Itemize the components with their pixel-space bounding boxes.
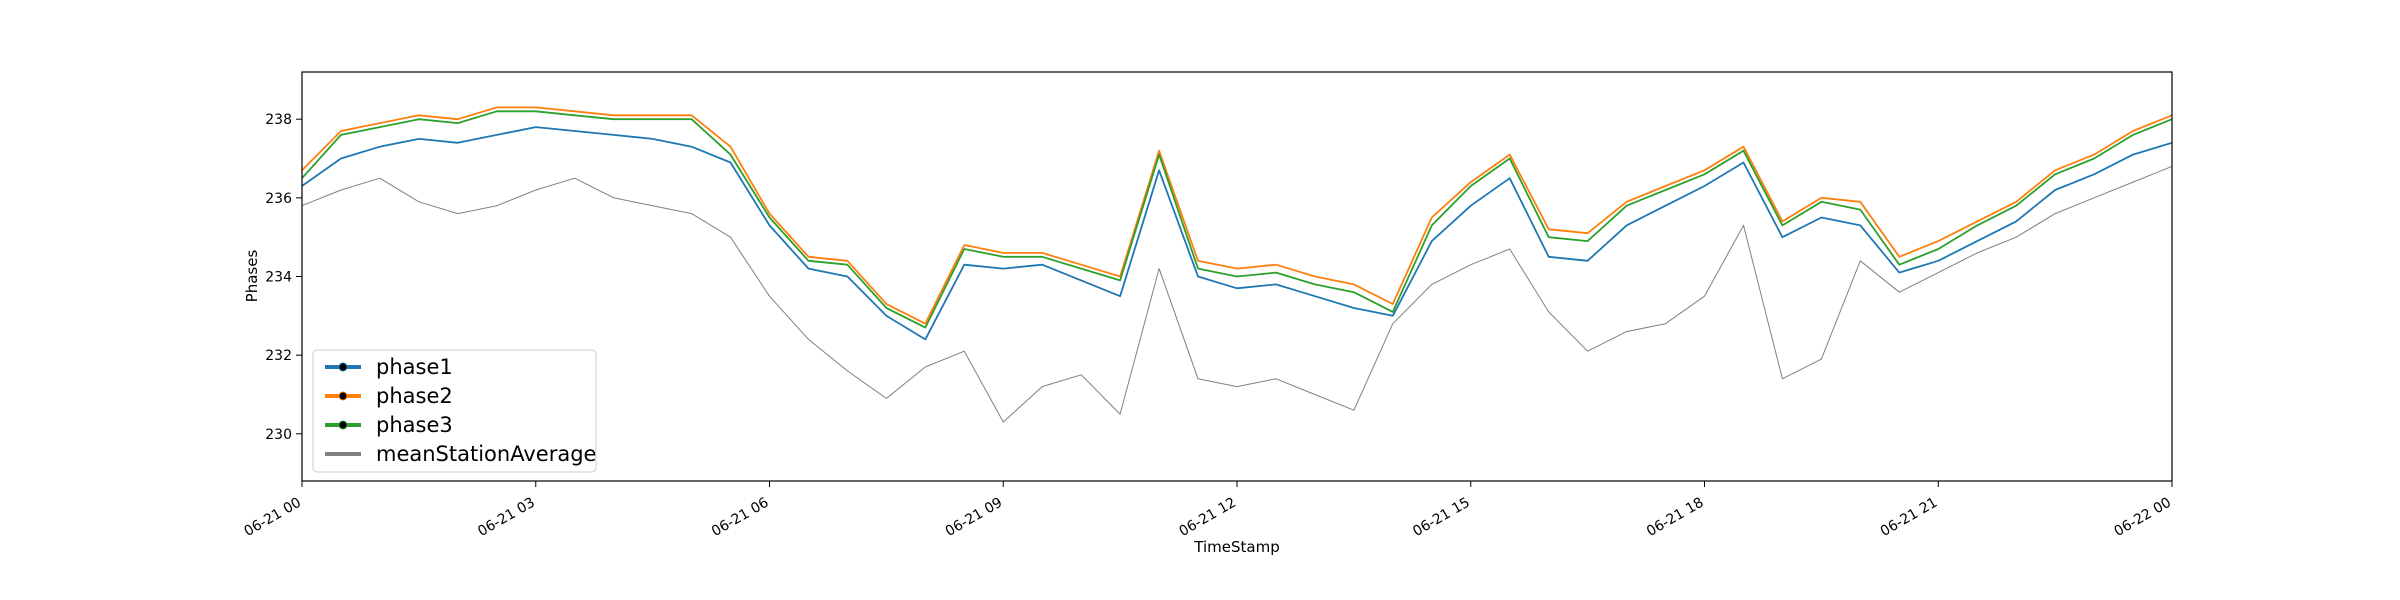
series-line-meanStationAverage [301, 165, 2173, 423]
x-tick-label: 06-21 15 [1410, 495, 1473, 540]
legend-label-phase2: phase2 [376, 384, 453, 408]
legend-box [312, 349, 597, 473]
y-tick-label: 236 [265, 191, 292, 207]
x-tick-label: 06-21 21 [1878, 495, 1941, 540]
x-tick-label: 06-21 09 [943, 495, 1006, 540]
x-tick-label: 06-21 18 [1644, 495, 1707, 540]
x-tick-label: 06-21 00 [241, 495, 304, 540]
series-layer [301, 106, 2173, 423]
series-line-phase3 [301, 110, 2173, 329]
x-axis: 06-21 00 06-21 03 06-21 06 06-21 09 06-21 12… [241, 481, 2174, 540]
y-axis-label: Phases [243, 250, 261, 303]
x-tick-label: 06-21 06 [709, 495, 772, 540]
legend-label-meanStationAverage: meanStationAverage [376, 442, 596, 466]
x-tick-label: 06-22 00 [2111, 495, 2174, 540]
legend-marker-phase3 [338, 420, 348, 430]
y-axis: 230 232 234 236 238 [265, 112, 302, 443]
x-axis-label: TimeStamp [1193, 538, 1279, 556]
legend: phase1 phase2 phase3 meanStationAverage [312, 349, 597, 473]
y-tick-label: 234 [265, 270, 292, 286]
series-line-phase1 [301, 126, 2173, 341]
legend-label-phase3: phase3 [376, 413, 453, 437]
legend-marker-phase1 [338, 362, 348, 372]
y-tick-label: 230 [265, 427, 292, 443]
series-line-phase2 [301, 106, 2173, 325]
x-tick-label: 06-21 03 [475, 495, 538, 540]
y-tick-label: 238 [265, 112, 292, 128]
x-tick-label: 06-21 12 [1176, 495, 1239, 540]
legend-marker-phase2 [338, 391, 348, 401]
legend-label-phase1: phase1 [376, 355, 453, 379]
y-tick-label: 232 [265, 348, 292, 364]
